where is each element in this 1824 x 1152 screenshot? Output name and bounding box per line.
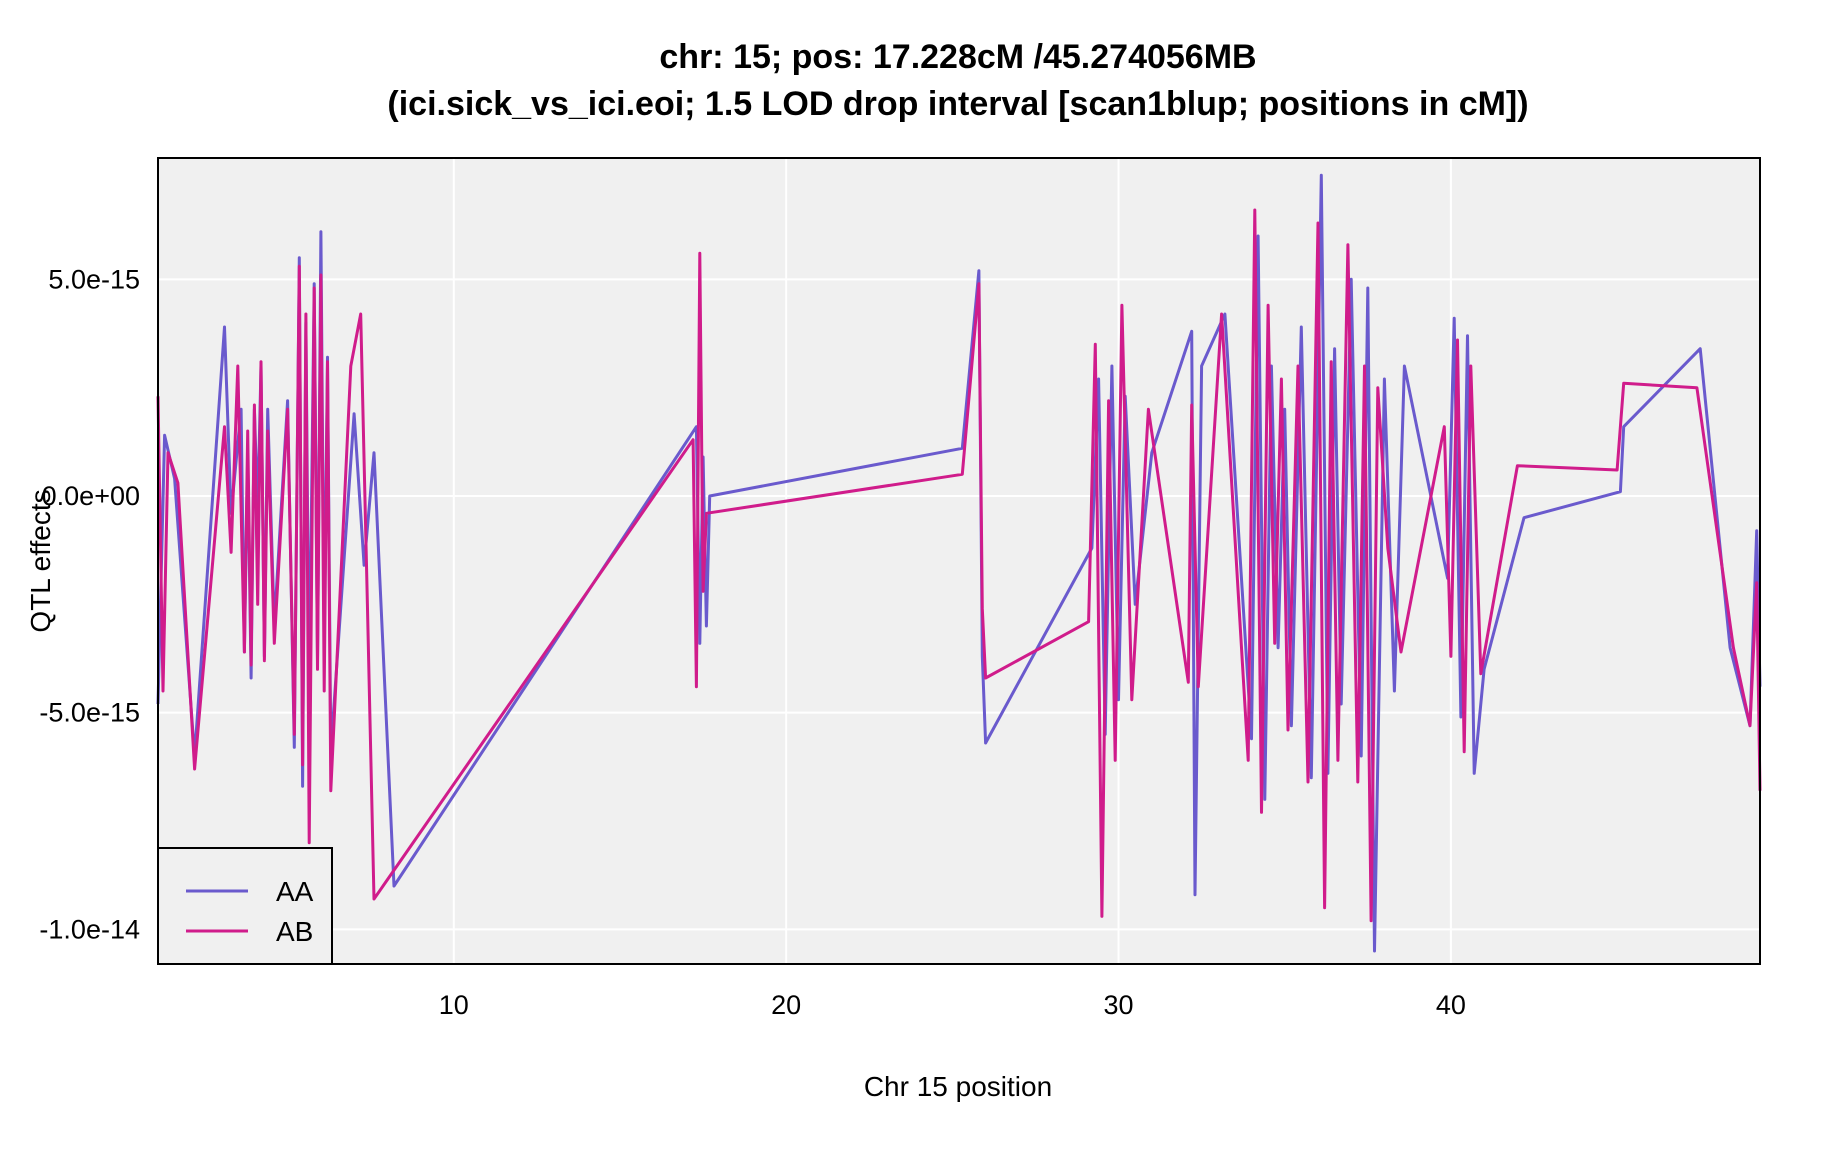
x-tick-label: 20 xyxy=(771,990,801,1020)
legend-label-ab: AB xyxy=(276,916,313,947)
legend-box xyxy=(157,847,333,965)
x-axis-title: Chr 15 position xyxy=(864,1071,1052,1102)
y-tick-label: -1.0e-14 xyxy=(39,914,140,944)
plot-border xyxy=(157,157,1761,965)
legend: AA AB xyxy=(157,847,333,965)
y-tick-label: 5.0e-15 xyxy=(48,264,140,294)
chart-title-line2: (ici.sick_vs_ici.eoi; 1.5 LOD drop inter… xyxy=(387,85,1528,123)
legend-label-aa: AA xyxy=(276,876,314,907)
y-tick-label: 0.0e+00 xyxy=(42,481,140,511)
x-tick-label: 30 xyxy=(1104,990,1134,1020)
plot-background xyxy=(158,158,1760,964)
y-tick-label: -5.0e-15 xyxy=(39,698,140,728)
chart-title-line1: chr: 15; pos: 17.228cM /45.274056MB xyxy=(659,38,1256,76)
x-tick-label: 40 xyxy=(1436,990,1466,1020)
series-line-ab xyxy=(156,208,1762,923)
x-tick-label: 10 xyxy=(439,990,469,1020)
y-axis-title: QTL effects xyxy=(25,489,56,632)
y-axis-ticks: 5.0e-15 0.0e+00 -5.0e-15 -1.0e-14 xyxy=(39,264,140,944)
x-axis-ticks: 10 20 30 40 xyxy=(439,990,1466,1020)
series-layer xyxy=(156,173,1762,953)
